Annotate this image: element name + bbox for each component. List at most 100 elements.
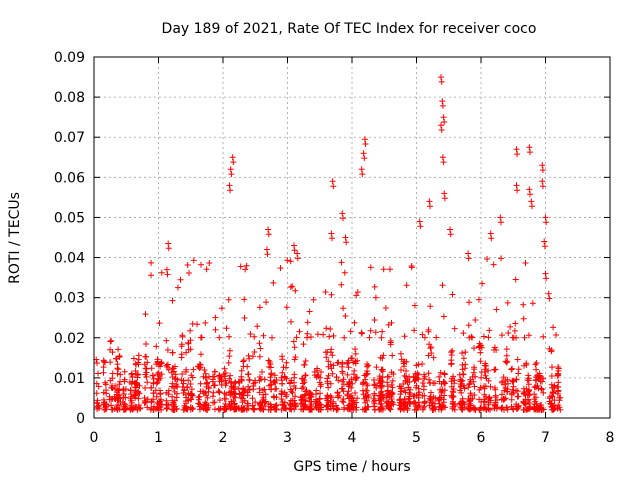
- data-point: [365, 362, 372, 369]
- data-point: [531, 384, 538, 391]
- data-point: [400, 360, 407, 367]
- data-point: [548, 393, 555, 399]
- data-point: [411, 302, 418, 309]
- data-point: [421, 392, 428, 399]
- data-point: [137, 404, 144, 411]
- data-point: [533, 360, 540, 366]
- data-point: [345, 402, 352, 409]
- data-point: [287, 258, 294, 265]
- data-point: [210, 399, 217, 406]
- data-point: [372, 294, 379, 301]
- data-point: [178, 343, 185, 350]
- data-point: [360, 150, 367, 157]
- data-point: [121, 368, 128, 375]
- data-point: [223, 325, 230, 332]
- data-point: [465, 322, 472, 329]
- data-point: [352, 350, 359, 357]
- data-point: [377, 395, 384, 402]
- data-point: [244, 400, 251, 407]
- data-point: [439, 402, 446, 409]
- data-point: [225, 296, 232, 303]
- data-point: [541, 243, 548, 250]
- data-point: [265, 231, 272, 238]
- data-point: [292, 393, 299, 400]
- data-point: [365, 394, 372, 401]
- data-point: [157, 375, 164, 382]
- data-point: [335, 394, 341, 401]
- data-point: [283, 364, 289, 371]
- data-point: [439, 102, 446, 109]
- data-point: [387, 339, 394, 346]
- data-point: [316, 396, 323, 403]
- data-point: [430, 394, 437, 401]
- data-point: [142, 385, 149, 391]
- data-point: [197, 380, 204, 387]
- data-point: [431, 380, 438, 387]
- data-point: [439, 154, 446, 161]
- data-point: [284, 257, 291, 264]
- data-point: [327, 361, 334, 368]
- data-point: [500, 374, 507, 381]
- data-point: [129, 373, 136, 380]
- data-point: [384, 373, 391, 380]
- data-point: [115, 402, 122, 409]
- data-point: [245, 371, 251, 378]
- data-point: [174, 383, 181, 390]
- data-point: [533, 366, 540, 373]
- data-point: [340, 376, 347, 383]
- x-axis-label: GPS time / hours: [293, 459, 410, 475]
- data-point: [231, 391, 237, 398]
- data-point: [364, 387, 370, 394]
- data-point: [260, 332, 267, 339]
- data-point: [338, 259, 345, 266]
- data-point: [279, 369, 286, 376]
- data-point: [142, 371, 149, 378]
- data-point: [143, 341, 149, 347]
- data-point: [522, 401, 529, 408]
- data-point: [107, 359, 114, 366]
- data-point: [327, 349, 334, 356]
- data-point: [526, 186, 533, 193]
- data-point: [459, 377, 466, 384]
- data-point: [126, 379, 133, 386]
- data-point: [210, 389, 217, 396]
- data-point: [226, 375, 233, 382]
- data-point: [278, 396, 285, 402]
- data-point: [327, 401, 334, 408]
- data-point: [476, 406, 483, 413]
- data-point: [268, 370, 275, 377]
- data-point: [165, 402, 172, 408]
- data-point: [182, 391, 189, 398]
- data-point: [421, 398, 428, 405]
- data-point: [539, 167, 546, 174]
- data-point: [389, 399, 396, 406]
- data-point: [283, 391, 290, 398]
- data-point: [153, 380, 160, 387]
- data-point: [380, 352, 387, 359]
- data-point: [325, 372, 332, 379]
- data-point: [353, 375, 360, 382]
- data-point: [121, 378, 128, 385]
- data-point: [304, 330, 311, 337]
- data-point: [485, 406, 492, 412]
- data-point: [404, 407, 411, 413]
- data-point: [317, 383, 324, 390]
- data-point: [415, 391, 422, 398]
- data-point: [122, 405, 129, 412]
- data-point: [291, 397, 297, 404]
- data-point: [543, 275, 550, 282]
- data-point: [380, 266, 387, 273]
- data-point: [198, 261, 204, 268]
- data-point: [292, 287, 299, 294]
- data-point: [403, 368, 409, 374]
- data-point: [241, 315, 248, 321]
- data-point: [148, 259, 155, 266]
- data-point: [122, 394, 129, 401]
- data-point: [315, 406, 322, 413]
- data-point: [216, 389, 223, 396]
- data-point: [228, 388, 235, 395]
- data-point: [425, 326, 432, 333]
- data-point: [141, 395, 148, 401]
- data-point: [194, 321, 201, 328]
